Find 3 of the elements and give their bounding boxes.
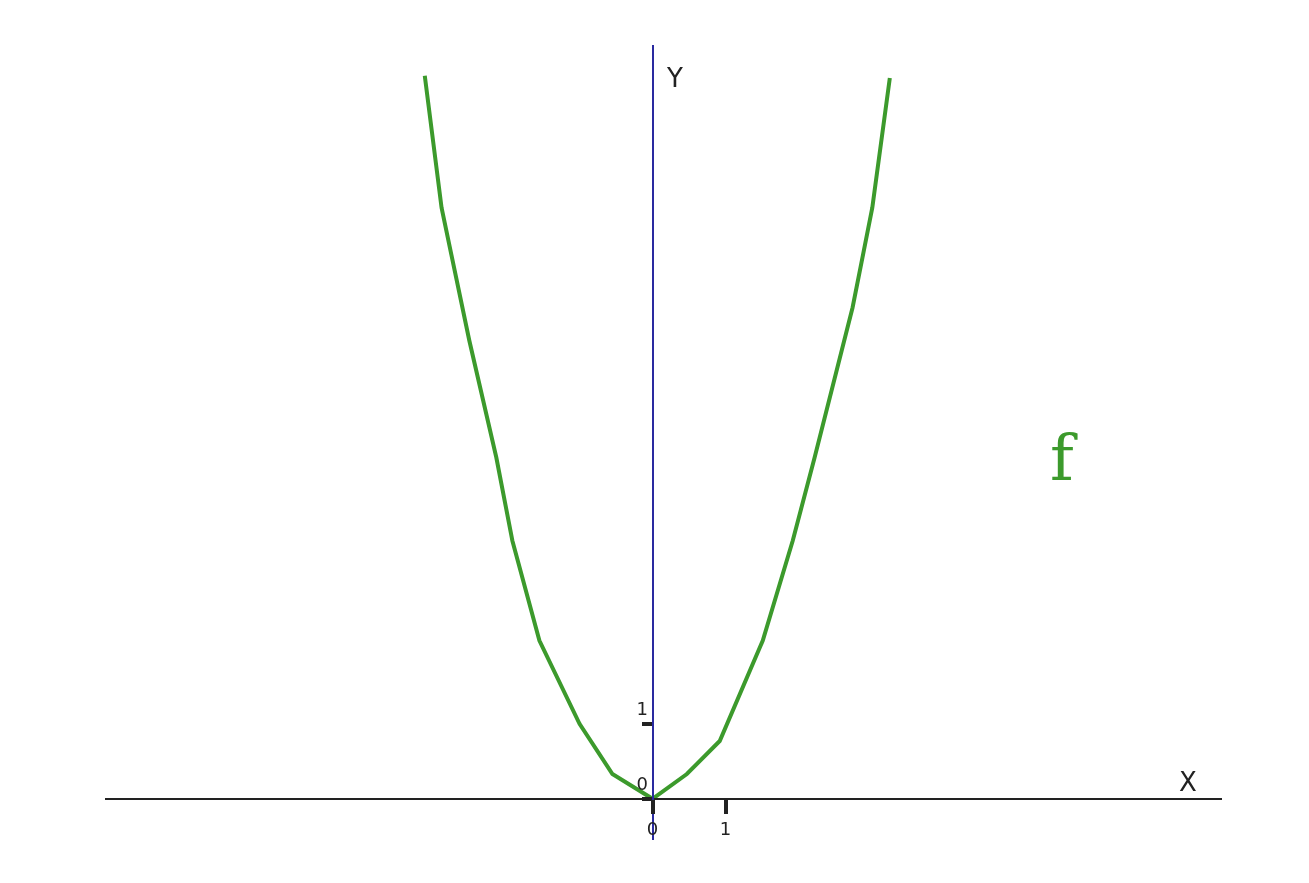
text: f [1050,421,1078,495]
y-axis-title: Y [666,63,683,93]
x-axis-title: X [1179,767,1197,797]
